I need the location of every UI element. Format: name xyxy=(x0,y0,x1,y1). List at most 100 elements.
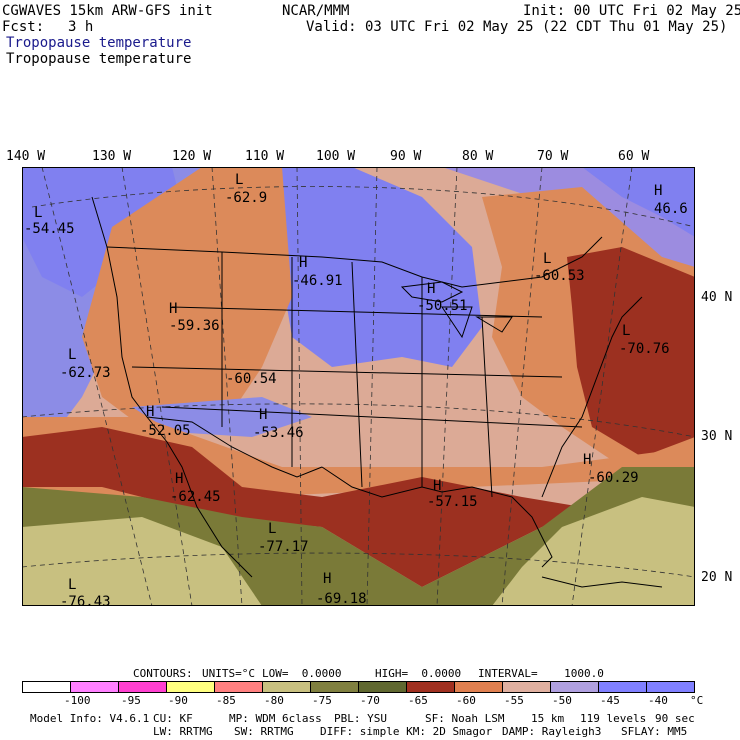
scale-tick: -45 xyxy=(600,694,620,707)
center-marker: H xyxy=(427,281,435,297)
scale-tick: -100 xyxy=(64,694,91,707)
center-value: -59.36 xyxy=(169,318,220,334)
scale-tick: -65 xyxy=(408,694,428,707)
contours-high: HIGH= 0.0000 xyxy=(375,667,462,680)
field-band-tan xyxy=(492,497,695,606)
scale-tick: -50 xyxy=(552,694,572,707)
scale-swatch xyxy=(167,682,215,692)
field-band-blue xyxy=(272,167,482,367)
scale-swatch xyxy=(23,682,71,692)
org-label: NCAR/MMM xyxy=(282,3,350,19)
center-marker: L xyxy=(235,172,243,188)
center-value: -60.54 xyxy=(226,371,277,387)
center-value: -62.73 xyxy=(60,365,111,381)
center-value: -46.91 xyxy=(292,273,343,289)
forecast-hour: 3 h xyxy=(68,19,94,35)
microphysics-scheme: MP: WDM 6class xyxy=(229,712,322,725)
scale-swatch xyxy=(119,682,167,692)
scale-tick: -75 xyxy=(312,694,332,707)
lat-label: 30 N xyxy=(701,429,733,444)
center-value: -62.45 xyxy=(170,489,221,505)
field-band-dark-red xyxy=(567,247,695,457)
center-marker: H xyxy=(654,183,662,199)
field-band-dark-red xyxy=(22,427,582,587)
field-title-primary: Tropopause temperature xyxy=(6,35,192,51)
field-band-tan xyxy=(22,517,262,606)
center-value: -50.51 xyxy=(417,298,468,314)
time-step: 90 sec xyxy=(655,712,695,725)
grid-resolution: 15 km xyxy=(531,712,565,725)
scale-swatch xyxy=(599,682,647,692)
model-info: Model Info: V4.6.1 xyxy=(30,712,150,725)
init-time: Init: 00 UTC Fri 02 May 25 xyxy=(523,3,740,19)
center-marker: H xyxy=(299,255,307,271)
scale-swatch xyxy=(263,682,311,692)
us-mexico-border xyxy=(146,416,323,478)
scale-tick: -80 xyxy=(264,694,284,707)
damping-scheme: DAMP: Rayleigh3 xyxy=(502,725,602,738)
contours-label: CONTOURS: xyxy=(133,667,193,680)
scale-tick: -60 xyxy=(456,694,476,707)
state-lines xyxy=(131,252,583,498)
lon-label: 80 W xyxy=(462,149,494,164)
center-value: -70.76 xyxy=(619,341,670,357)
cumulus-scheme: CU: KF xyxy=(153,712,193,725)
scale-tick: -85 xyxy=(216,694,236,707)
lon-label: 70 W xyxy=(537,149,569,164)
scale-tick: -40 xyxy=(648,694,668,707)
scale-tick: -95 xyxy=(121,694,141,707)
lon-label: 90 W xyxy=(390,149,422,164)
center-value: -54.45 xyxy=(24,221,75,237)
center-value: -76.43 xyxy=(60,594,111,606)
scale-swatch xyxy=(503,682,551,692)
center-marker: H xyxy=(433,478,441,494)
scale-tick: -55 xyxy=(504,694,524,707)
center-value: -69.18 xyxy=(316,591,367,606)
center-value: 46.6 xyxy=(654,201,688,217)
center-marker: H xyxy=(146,404,154,420)
center-marker: H xyxy=(259,407,267,423)
scale-swatch xyxy=(215,682,263,692)
shortwave-scheme: SW: RRTMG xyxy=(234,725,294,738)
center-marker: L xyxy=(68,577,76,593)
lon-label: 130 W xyxy=(92,149,132,164)
lon-label: 120 W xyxy=(172,149,212,164)
center-marker: L xyxy=(543,251,551,267)
center-value: -77.17 xyxy=(258,539,309,555)
scale-tick: °C xyxy=(690,694,704,707)
center-marker: L xyxy=(268,521,276,537)
scale-swatch xyxy=(359,682,407,692)
center-marker: H xyxy=(169,301,177,317)
vertical-levels: 119 levels xyxy=(580,712,647,725)
diffusion-scheme: DIFF: simple KM: 2D Smagor xyxy=(320,725,493,738)
field-title-secondary: Tropopause temperature xyxy=(6,51,192,67)
field-band-blue xyxy=(582,167,695,237)
center-marker: H xyxy=(583,452,591,468)
contours-interval: INTERVAL= 1000.0 xyxy=(478,667,604,680)
scale-swatch xyxy=(647,682,694,692)
lat-label: 40 N xyxy=(701,290,733,305)
center-value: -60.29 xyxy=(588,470,639,486)
center-value: -52.05 xyxy=(140,423,191,439)
color-scale-bar xyxy=(22,681,695,693)
gulf-coast xyxy=(321,466,553,568)
center-value: -62.9 xyxy=(225,190,267,206)
forecast-label: Fcst: xyxy=(2,19,45,35)
lon-label: 60 W xyxy=(618,149,650,164)
atlantic-coast xyxy=(541,296,643,498)
center-value: -53.46 xyxy=(253,425,304,441)
pbl-scheme: PBL: YSU xyxy=(334,712,387,725)
lon-label: 110 W xyxy=(245,149,285,164)
contours-low: LOW= 0.0000 xyxy=(262,667,342,680)
lon-label: 100 W xyxy=(316,149,356,164)
scale-tick: -70 xyxy=(360,694,380,707)
contours-units: UNITS=°C xyxy=(202,667,255,680)
caribbean-islands xyxy=(541,576,663,588)
scale-swatch xyxy=(455,682,503,692)
center-value: -60.53 xyxy=(534,268,585,284)
lon-label: 140 W xyxy=(6,149,46,164)
center-marker: L xyxy=(34,205,42,221)
scale-tick: -90 xyxy=(168,694,188,707)
lat-label: 20 N xyxy=(701,570,733,585)
surface-layer-scheme: SFLAY: MM5 xyxy=(621,725,688,738)
